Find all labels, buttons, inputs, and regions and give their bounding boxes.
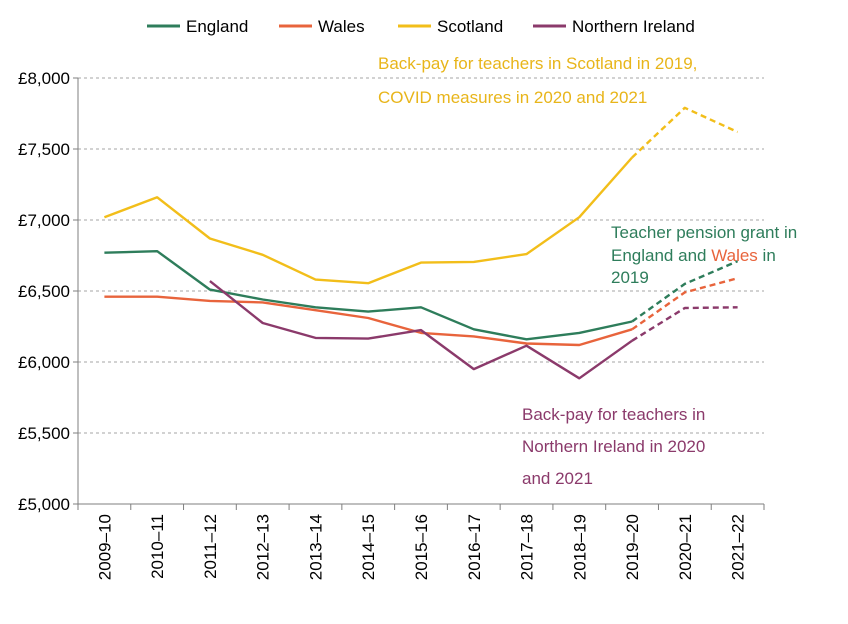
annotation-pension-line3: 2019 xyxy=(611,268,649,287)
y-tick-label-6000: £6,000 xyxy=(18,353,70,372)
annotation-pension-line1: Teacher pension grant in xyxy=(611,223,797,242)
y-tick-label-5000: £5,000 xyxy=(18,495,70,514)
x-tick-label-4: 2013–14 xyxy=(306,514,325,580)
x-tick-label-2: 2011–12 xyxy=(201,514,220,579)
x-tick-label-11: 2020–21 xyxy=(676,514,695,580)
legend-label-northern-ireland: Northern Ireland xyxy=(572,17,695,36)
annotation-ni-line1: Back-pay for teachers in xyxy=(522,405,705,424)
series-line-dashed-scotland xyxy=(631,106,739,159)
x-tick-label-10: 2019–20 xyxy=(623,514,642,580)
y-tick-label-7000: £7,000 xyxy=(18,211,70,230)
annotation-ni-line2: Northern Ireland in 2020 xyxy=(522,437,705,456)
series-line-dashed-england xyxy=(631,260,739,323)
annotation-ni: Back-pay for teachers in Northern Irelan… xyxy=(522,405,705,488)
y-tick-label-8000: £8,000 xyxy=(18,69,70,88)
annotation-pension-line2: England and Wales in xyxy=(611,246,776,265)
x-tick-label-6: 2015–16 xyxy=(412,514,431,580)
annotation-pension-wales: Wales xyxy=(711,246,758,265)
legend: England Wales Scotland Northern Ireland xyxy=(147,17,695,36)
x-tick-label-0: 2009–10 xyxy=(95,514,114,580)
annotation-pension: Teacher pension grant in England and Wal… xyxy=(611,223,797,287)
series-line-wales xyxy=(104,295,633,347)
x-tick-label-1: 2010–11 xyxy=(148,514,167,579)
series-line-england xyxy=(104,249,633,341)
series-line-northern-ireland xyxy=(209,280,633,380)
y-tick-label-6500: £6,500 xyxy=(18,282,70,301)
x-tick-label-12: 2021–22 xyxy=(729,514,748,580)
x-tick-label-3: 2012–13 xyxy=(254,514,273,580)
annotation-ni-line3: and 2021 xyxy=(522,469,593,488)
legend-label-scotland: Scotland xyxy=(437,17,503,36)
series-lines xyxy=(103,106,739,380)
annotation-scotland-line2: COVID measures in 2020 and 2021 xyxy=(378,88,647,107)
y-tick-label-7500: £7,500 xyxy=(18,140,70,159)
x-tick-label-8: 2017–18 xyxy=(518,514,537,580)
annotation-pension-england: England and xyxy=(611,246,711,265)
axes: £5,000 £5,500 £6,000 £6,500 £7,000 £7,500 £8,0… xyxy=(18,69,765,580)
x-tick-label-9: 2018–19 xyxy=(570,514,589,580)
legend-label-england: England xyxy=(186,17,248,36)
annotation-scotland-line1: Back-pay for teachers in Scotland in 201… xyxy=(378,54,697,73)
legend-label-wales: Wales xyxy=(318,17,365,36)
annotation-scotland: Back-pay for teachers in Scotland in 201… xyxy=(378,54,697,107)
gridlines xyxy=(78,77,764,434)
annotation-pension-in: in xyxy=(758,246,776,265)
x-tick-label-7: 2016–17 xyxy=(465,514,484,580)
series-line-dashed-northern-ireland xyxy=(631,306,738,342)
series-line-dashed-wales xyxy=(631,277,738,331)
y-tick-label-5500: £5,500 xyxy=(18,424,70,443)
x-tick-label-5: 2014–15 xyxy=(359,514,378,580)
series-line-scotland xyxy=(103,156,633,285)
